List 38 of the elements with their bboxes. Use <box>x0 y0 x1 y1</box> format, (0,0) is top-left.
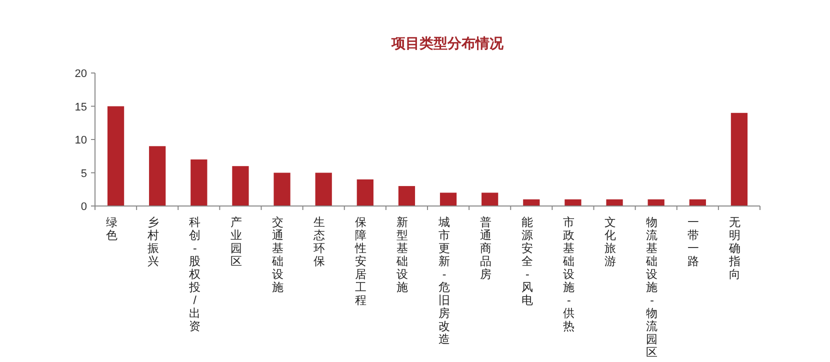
bar <box>356 179 374 206</box>
bar <box>315 172 332 206</box>
bar <box>482 192 498 206</box>
bar <box>648 199 664 206</box>
category-label: 物流基础设施-物流园区 <box>646 217 658 359</box>
x-tick-label: 一带一路 <box>688 217 700 268</box>
x-tick-label: 新型基础设施 <box>396 215 409 294</box>
category-label: 科创-股权投/出资 <box>188 217 201 333</box>
bar <box>523 199 540 206</box>
bar <box>689 199 706 206</box>
x-tick-label: 产业园区 <box>230 215 242 268</box>
chart-title: 项目类型分布情况 <box>390 35 504 51</box>
y-tick-label: 20 <box>74 68 87 80</box>
bar <box>398 186 416 206</box>
y-tick-label: 5 <box>80 168 87 180</box>
bar <box>190 159 208 206</box>
x-tick-label: 能源安全-风电 <box>521 216 534 307</box>
bar <box>232 166 249 206</box>
category-label: 市政基础设施-供热 <box>562 217 575 333</box>
y-tick-label: 15 <box>74 101 87 114</box>
x-tick-label: 交通基础设施 <box>271 215 284 294</box>
bar <box>564 199 582 206</box>
x-tick-label: 乡村振兴 <box>146 216 160 268</box>
bar <box>274 172 290 206</box>
x-tick-label: 无明确指向 <box>728 216 742 281</box>
category-label: 城市更新-危旧房改造 <box>438 217 450 346</box>
y-tick-label: 0 <box>80 201 87 213</box>
bar <box>440 192 457 206</box>
bar <box>107 106 124 206</box>
x-tick-label: 保障性安居工程 <box>354 216 368 307</box>
x-tick-label: 绿色 <box>106 216 118 242</box>
bar <box>730 112 748 206</box>
x-tick-label: 普通商品房 <box>480 215 492 281</box>
bar <box>149 146 166 206</box>
x-tick-label: 文化旅游 <box>604 215 617 268</box>
y-tick-label: 10 <box>74 134 87 146</box>
x-tick-label: 生态环保 <box>312 216 326 268</box>
bar <box>606 199 623 206</box>
